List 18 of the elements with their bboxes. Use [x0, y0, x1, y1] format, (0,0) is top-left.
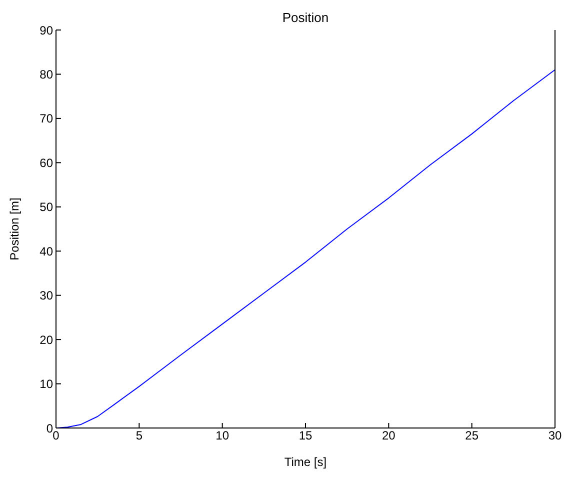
y-axis-title: Position [m]: [7, 198, 22, 260]
x-tick-label: 25: [465, 428, 479, 443]
y-tick-label: 10: [40, 377, 54, 392]
y-tick-label: 70: [40, 112, 54, 126]
y-tick-label: 60: [40, 156, 54, 170]
chart-title: Position: [281, 10, 330, 25]
x-axis-title: Time [s]: [284, 455, 327, 469]
y-tick-label: 30: [40, 288, 54, 303]
y-tick-label: 20: [40, 332, 54, 347]
y-tick-label: 50: [40, 200, 54, 214]
y-tick-label: 90: [40, 23, 54, 38]
x-tick-label: 30: [548, 428, 562, 443]
x-tick-label: 15: [298, 428, 312, 443]
x-tick-label: 10: [216, 428, 230, 443]
y-tick-label: 80: [40, 67, 54, 82]
y-tick-label: 40: [40, 244, 54, 258]
x-tick-label: 5: [136, 428, 143, 443]
x-tick-label: 20: [382, 428, 396, 443]
